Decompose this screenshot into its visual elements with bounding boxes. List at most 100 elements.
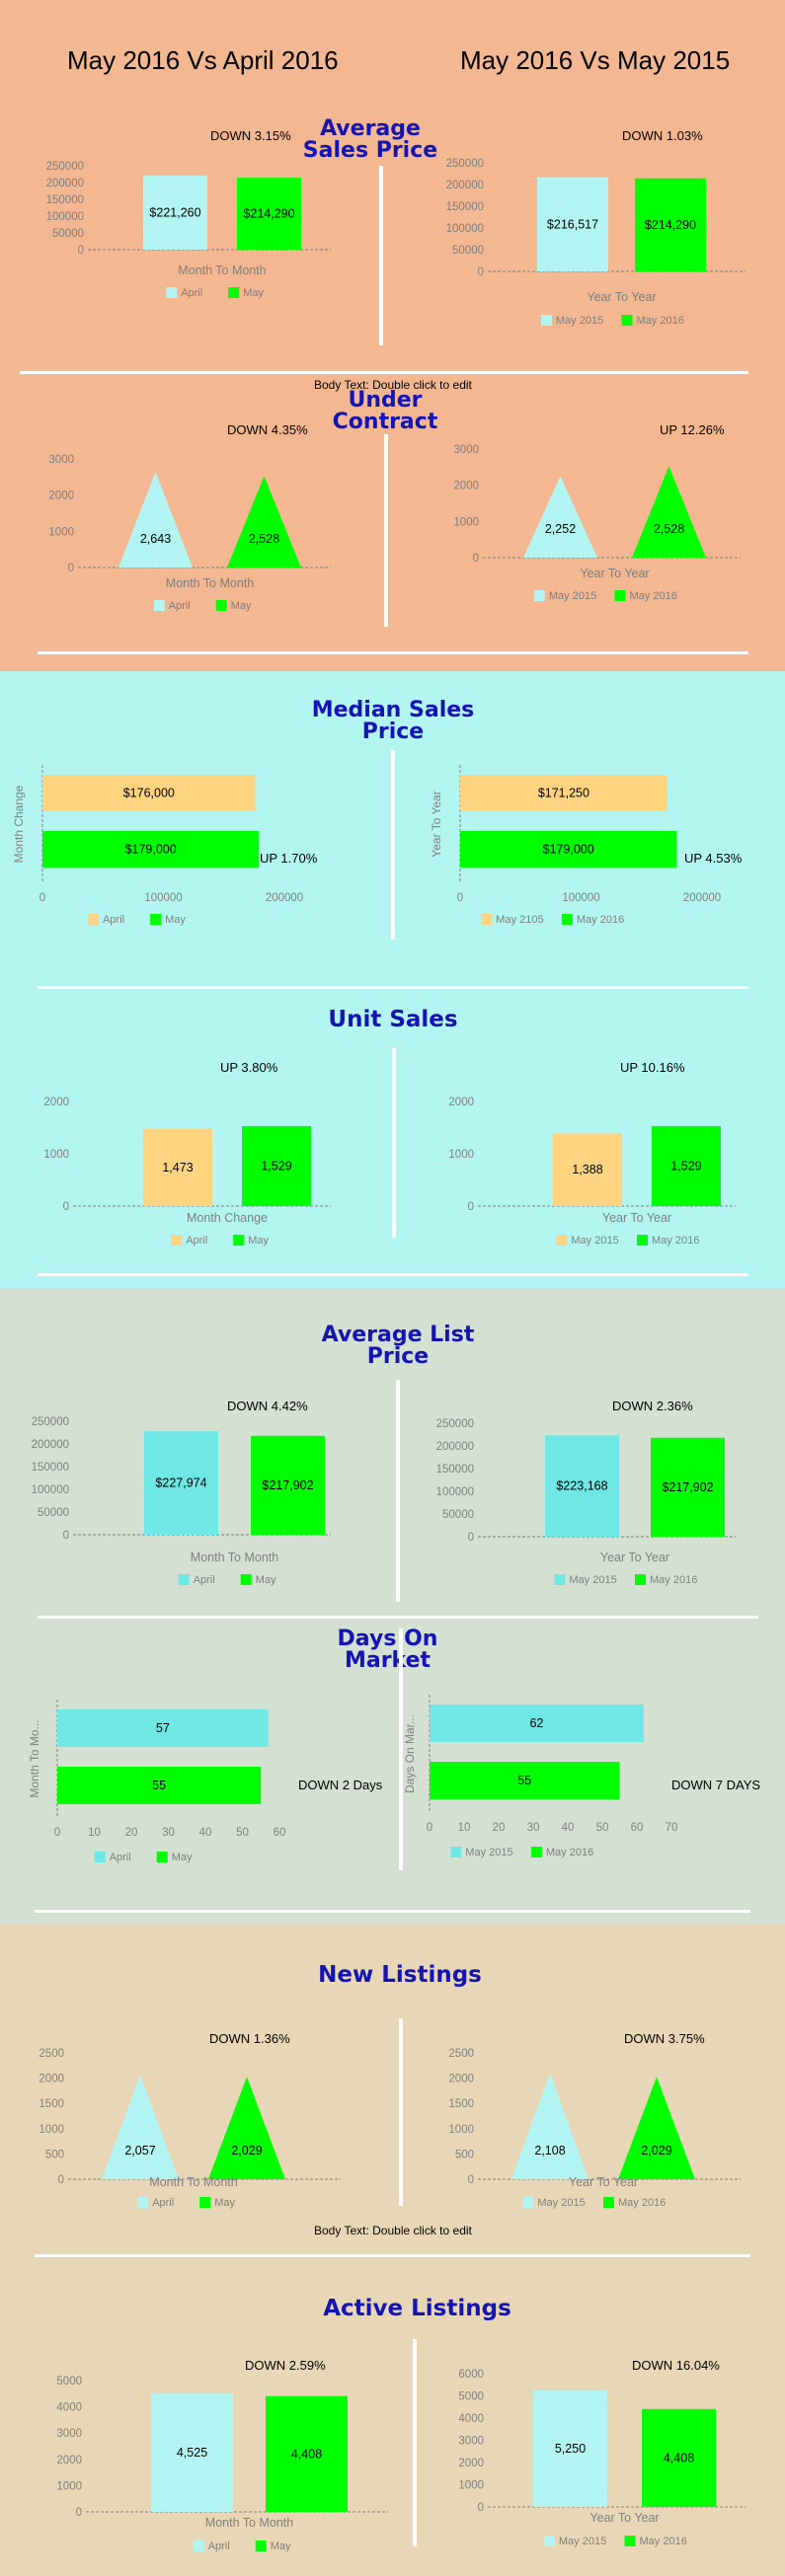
bar [42,831,260,868]
x-tick-label: 40 [199,1827,212,1839]
y-tick-label: 150000 [46,194,84,206]
y-tick-label: 150000 [32,1462,69,1474]
legend-swatch [554,1574,566,1585]
y-tick-label: 150000 [436,1464,474,1476]
divider-vertical-2 [384,434,388,627]
legend-swatch [150,914,162,925]
divider-vertical-3 [391,750,395,940]
y-tick-label: 3000 [453,444,479,456]
y-tick-label: 1000 [458,2480,484,2492]
legend-swatch [240,1574,252,1585]
triangle-mark [227,476,301,568]
triangle-mark [618,2077,695,2179]
legend-swatch [171,1235,183,1246]
x-tick-label: 10 [458,1822,471,1834]
y-tick-label: 250000 [436,1418,474,1430]
header-left: May 2016 Vs April 2016 [67,45,339,75]
divider-vertical-4 [392,1048,396,1238]
data-label: $214,290 [645,218,696,232]
data-label: $217,902 [662,1480,713,1494]
data-label: 57 [156,1721,170,1735]
y-tick-label: 100000 [436,1486,474,1498]
y-tick-label: 2500 [448,2048,474,2060]
bar [57,1767,262,1804]
x-axis-label: Month To Month [178,264,266,277]
y-tick-label: 1500 [39,2098,64,2110]
y-tick-label: 150000 [446,201,484,213]
legend-swatch [178,1574,190,1585]
y-tick-label: 500 [45,2149,64,2160]
chart-days-on-market-year: 62 55 0 10 20 30 40 50 60 70 Days On Mar... May 201… [403,1695,678,1858]
section-title-active-listings: Active Listings [323,2296,511,2321]
data-label: $223,168 [556,1479,607,1493]
section-title-median-sales: Median Sales Price [311,698,475,744]
x-axis-label: Year To Year [600,1551,669,1564]
x-axis-label: Month To Month [191,1551,278,1564]
y-tick-label: 0 [76,2507,82,2519]
x-tick-label: 200000 [266,892,303,904]
bar [430,1705,644,1742]
bar [42,775,256,811]
x-tick-label: 20 [125,1827,138,1839]
divider-horizontal-6 [35,1910,750,1913]
body-text-placeholder-2[interactable]: Body Text: Double click to edit [314,2224,472,2237]
chart-under-contract-month: 0 1000 2000 3000 2,643 2,528 Month To Month Apr… [48,454,331,612]
legend-swatch [193,2540,204,2551]
data-label: 4,408 [664,2451,694,2464]
x-tick-label: 200000 [683,892,721,904]
y-tick-label: 0 [63,1201,69,1213]
legend-label: April [152,2197,174,2209]
legend-swatch [533,590,545,601]
bar [143,1128,212,1206]
y-tick-label: 1500 [448,2098,474,2110]
bar [652,1125,721,1206]
data-label: 1,529 [670,1159,701,1173]
bar [144,1431,218,1535]
bar [242,1125,311,1206]
section-title-avg-list: Average List Price [321,1323,475,1369]
y-tick-label: 2000 [48,491,74,502]
x-tick-label: 100000 [562,892,599,904]
legend-swatch [199,2197,211,2208]
data-label: 2,528 [654,522,684,536]
section-title-under-contract: Under Contract [332,388,438,434]
legend-label: May [214,2197,235,2209]
y-tick-label: 100000 [446,223,484,235]
chart-active-listings-year: 0 1000 2000 3000 4000 5000 6000 5,250 4,408 Year … [458,2369,746,2547]
legend-swatch [94,1852,106,1862]
chart-avg-list-year: 0 50000 100000 150000 200000 250000 $223,168 $2… [436,1418,736,1586]
x-tick-label: 70 [666,1822,678,1834]
section-title-new-listings: New Listings [318,1962,482,1988]
legend-label: May 2016 [577,914,624,926]
change-label: UP 12.26% [660,422,725,437]
x-axis-label: Year To Year [587,290,656,304]
y-tick-label: 250000 [32,1416,69,1428]
triangle-mark [523,476,597,558]
bar [635,178,706,271]
section-title-days-on-market: Days On Market [337,1627,438,1673]
bar [151,2392,233,2512]
legend-label: May [172,1852,193,1863]
data-label: $176,000 [123,787,175,800]
y-tick-label: 50000 [442,1509,474,1521]
chart-unit-sales-year: 0 1000 2000 1,388 1,529 Year To Year May 2015 M… [448,1097,736,1247]
y-tick-label: 100000 [32,1484,69,1496]
data-label: 5,250 [555,2442,586,2456]
legend-label: April [110,1852,131,1863]
body-text-placeholder-1[interactable]: Body Text: Double click to edit [314,378,472,392]
data-label: 1,473 [162,1161,193,1174]
legend-swatch [543,2536,555,2546]
y-tick-label: 0 [63,1530,69,1542]
y-tick-label: 3000 [458,2436,484,2448]
legend-swatch [637,1235,648,1246]
y-axis-label: Month Change [12,785,26,863]
triangle-mark [118,472,193,568]
legend-label: May 2015 [549,590,596,602]
legend-swatch [540,315,552,326]
legend-label: May 2015 [569,1574,616,1586]
bar [266,2395,348,2512]
y-tick-label: 0 [468,2174,474,2186]
data-label: $214,290 [243,207,294,221]
divider-horizontal-5 [38,1616,758,1619]
y-tick-label: 100000 [46,211,84,223]
